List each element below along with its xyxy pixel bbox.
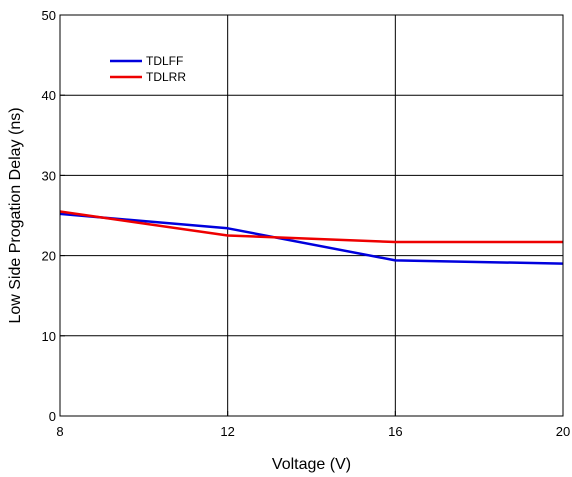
y-tick-label: 30 [42,168,56,183]
x-tick-label: 12 [220,424,234,439]
grid-lines [60,15,563,416]
series-lines [59,210,564,265]
x-tick-label: 8 [56,424,63,439]
legend-label-tdlff: TDLFF [146,54,183,68]
x-tick-label: 20 [556,424,570,439]
series-line-tdlff [59,212,564,265]
series-line-tdlrr [59,210,563,244]
plot-frame [59,14,564,417]
y-axis-title: Low Side Progation Delay (ns) [7,107,24,323]
legend-label-tdlrr: TDLRR [146,70,186,84]
y-tick-label: 0 [49,409,56,424]
y-tick-label: 50 [42,8,56,23]
y-tick-label: 10 [42,329,56,344]
y-tick-label: 40 [42,88,56,103]
legend: TDLFF TDLRR [110,54,186,84]
axis-ticks: 8 12 16 20 0 10 20 30 40 50 [42,8,571,439]
x-tick-label: 16 [388,424,402,439]
y-tick-label: 20 [42,249,56,264]
x-axis-title: Voltage (V) [272,456,351,473]
